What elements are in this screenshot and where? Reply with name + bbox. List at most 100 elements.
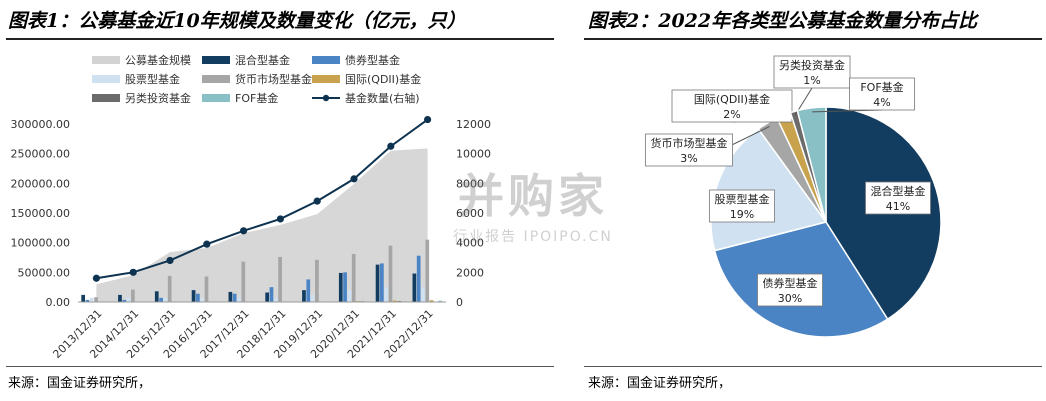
- bar: [154, 291, 159, 302]
- bar: [232, 293, 237, 302]
- y-right-tick-label: 10000: [456, 148, 491, 161]
- legend-swatch: [202, 56, 230, 64]
- right-footer-rule: [584, 366, 1042, 367]
- line-point: [313, 197, 321, 205]
- bar: [196, 293, 200, 302]
- bar: [438, 300, 443, 302]
- y-right-tick-label: 4000: [456, 237, 484, 250]
- left-footer-rule: [6, 366, 554, 367]
- line-point: [203, 240, 211, 248]
- pie-label-value: 2%: [723, 108, 740, 121]
- bar: [315, 259, 319, 302]
- bar: [392, 300, 397, 302]
- legend-label: 另类投资基金: [125, 91, 191, 105]
- line-point: [92, 274, 100, 282]
- y-left-tick-label: 50000.00: [18, 266, 71, 279]
- bar: [351, 253, 356, 302]
- right-title-rule: [584, 38, 1042, 40]
- pie-label-value: 3%: [680, 152, 697, 165]
- legend-label: 公募基金规模: [125, 53, 191, 67]
- left-source-note: 来源：国金证券研究所，: [8, 376, 152, 391]
- y-left-tick-label: 200000.00: [11, 177, 71, 190]
- legend-marker: [322, 94, 330, 102]
- y-right-tick-label: 12000: [456, 118, 491, 131]
- pie-label-box: [865, 181, 931, 215]
- bar: [85, 299, 90, 302]
- pie-label-value: 4%: [873, 96, 890, 109]
- line-point: [129, 268, 137, 276]
- legend-label: 债券型基金: [345, 53, 400, 67]
- y-left-tick-label: 100000.00: [11, 237, 71, 250]
- pie-label-box: [773, 55, 851, 89]
- bar: [200, 297, 205, 302]
- pie-slice: [796, 106, 827, 223]
- bar: [278, 256, 282, 302]
- bar: [131, 289, 135, 302]
- legend-label: 混合型基金: [235, 53, 290, 67]
- legend-swatch: [92, 56, 120, 64]
- line-point: [276, 215, 284, 223]
- legend-swatch: [202, 94, 230, 102]
- line-point: [350, 175, 358, 183]
- bar: [167, 275, 172, 302]
- line-point: [240, 227, 248, 235]
- pie-label-name: 货币市场型基金: [651, 136, 728, 150]
- pie-label-name: 股票型基金: [715, 192, 770, 206]
- pie-label-box: [849, 77, 915, 111]
- y-right-tick-label: 2000: [456, 266, 484, 279]
- y-left-tick-label: 300000.00: [11, 118, 71, 131]
- pie-chart: 混合型基金 41% 债券型基金 30% 股票型基金 19% 货币市场型基金 3% 国际(QDII…: [645, 55, 942, 338]
- right-chart-title: 图表2：2022年各类型公募基金数量分布占比: [588, 10, 978, 32]
- y-left-tick-label: 0.00: [46, 296, 71, 309]
- bar: [425, 239, 430, 302]
- bar: [338, 272, 343, 302]
- bar: [388, 245, 393, 302]
- bar: [302, 290, 306, 302]
- pie-label-name: 债券型基金: [763, 276, 818, 290]
- bar: [310, 294, 315, 302]
- bar: [241, 261, 246, 302]
- bar: [122, 299, 127, 302]
- bar: [421, 287, 425, 302]
- pie-label-box: [709, 189, 775, 223]
- bar: [159, 297, 163, 302]
- pie-label-value: 41%: [886, 200, 910, 213]
- y-right-tick-label: 6000: [456, 207, 484, 220]
- pie-label-name: 另类投资基金: [779, 58, 845, 72]
- pie-label-box: [645, 133, 733, 167]
- bar: [191, 290, 196, 302]
- line-series-fund-count: [96, 118, 429, 280]
- legend-label: 基金数量(右轴): [345, 91, 420, 105]
- line-point: [387, 142, 395, 150]
- bar: [163, 297, 168, 302]
- bar: [347, 290, 352, 302]
- pie-label-value: 30%: [778, 292, 802, 305]
- bar: [269, 287, 274, 302]
- bar: [306, 279, 311, 302]
- pie-label-value: 19%: [730, 208, 754, 221]
- legend-swatch: [312, 75, 340, 83]
- legend-label: FOF基金: [235, 91, 278, 105]
- pie-label-name: FOF基金: [860, 80, 903, 94]
- pie-label-box: [671, 89, 793, 123]
- left-title-rule: [6, 38, 554, 40]
- legend-swatch: [202, 75, 230, 83]
- left-chart-title: 图表1：公募基金近10年规模及数量变化（亿元，只）: [8, 10, 466, 32]
- bar: [89, 297, 94, 302]
- bar: [273, 297, 278, 302]
- bar: [380, 263, 384, 302]
- pie-label-value: 1%: [803, 74, 820, 87]
- line-point: [424, 115, 432, 124]
- bar: [416, 255, 421, 302]
- bar: [228, 291, 233, 302]
- y-left-tick-label: 150000.00: [11, 207, 71, 220]
- bar: [204, 276, 209, 302]
- legend-swatch: [92, 94, 120, 102]
- pie-label-box: [757, 273, 823, 307]
- y-right-tick-label: 0: [456, 296, 463, 309]
- bar: [343, 272, 347, 302]
- y-right-tick-label: 8000: [456, 177, 484, 190]
- right-source-note: 来源：国金证券研究所，: [588, 376, 732, 391]
